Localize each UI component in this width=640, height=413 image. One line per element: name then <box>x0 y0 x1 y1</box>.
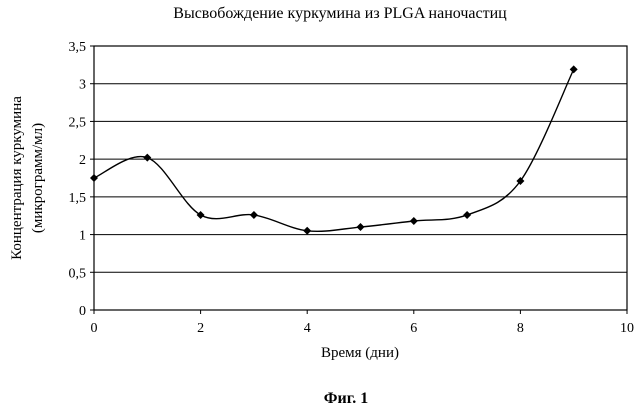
x-tick-label: 2 <box>197 321 204 336</box>
data-point <box>410 217 418 225</box>
chart-title: Высвобождение куркумина из PLGA наночаст… <box>173 5 507 22</box>
data-point <box>90 174 98 182</box>
data-point <box>250 211 258 219</box>
data-point <box>463 211 471 219</box>
data-point <box>143 154 151 162</box>
x-axis-label: Время (дни) <box>321 345 399 361</box>
series <box>90 65 578 234</box>
y-tick-label: 3 <box>79 78 86 93</box>
data-point <box>303 227 311 235</box>
y-tick-label: 1,5 <box>69 191 87 206</box>
y-axis-label-unit: (микрограмм/мл) <box>30 123 46 233</box>
x-tick-label: 10 <box>620 321 634 336</box>
x-tick-label: 4 <box>304 321 311 336</box>
y-tick-label: 1 <box>79 229 86 244</box>
data-point <box>197 211 205 219</box>
figure-caption: Фиг. 1 <box>324 390 368 407</box>
gridlines <box>94 84 627 273</box>
x-tick-label: 0 <box>91 321 98 336</box>
plot-area <box>94 46 627 310</box>
x-tick-label: 6 <box>410 321 417 336</box>
data-point <box>570 65 578 73</box>
y-tick-label: 2,5 <box>69 115 87 130</box>
x-axis-ticks: 0 2 4 6 8 10 <box>91 310 635 336</box>
series-line <box>94 69 574 231</box>
y-tick-label: 2 <box>79 153 86 168</box>
y-tick-label: 0,5 <box>69 266 87 281</box>
y-axis-ticks: 0 0,5 1 1,5 2 2,5 3 3,5 <box>69 40 95 319</box>
y-tick-label: 0 <box>79 304 86 319</box>
y-tick-label: 3,5 <box>69 40 87 55</box>
x-tick-label: 8 <box>517 321 524 336</box>
y-axis-label: Концентрация куркумина <box>9 96 25 260</box>
data-point <box>357 223 365 231</box>
